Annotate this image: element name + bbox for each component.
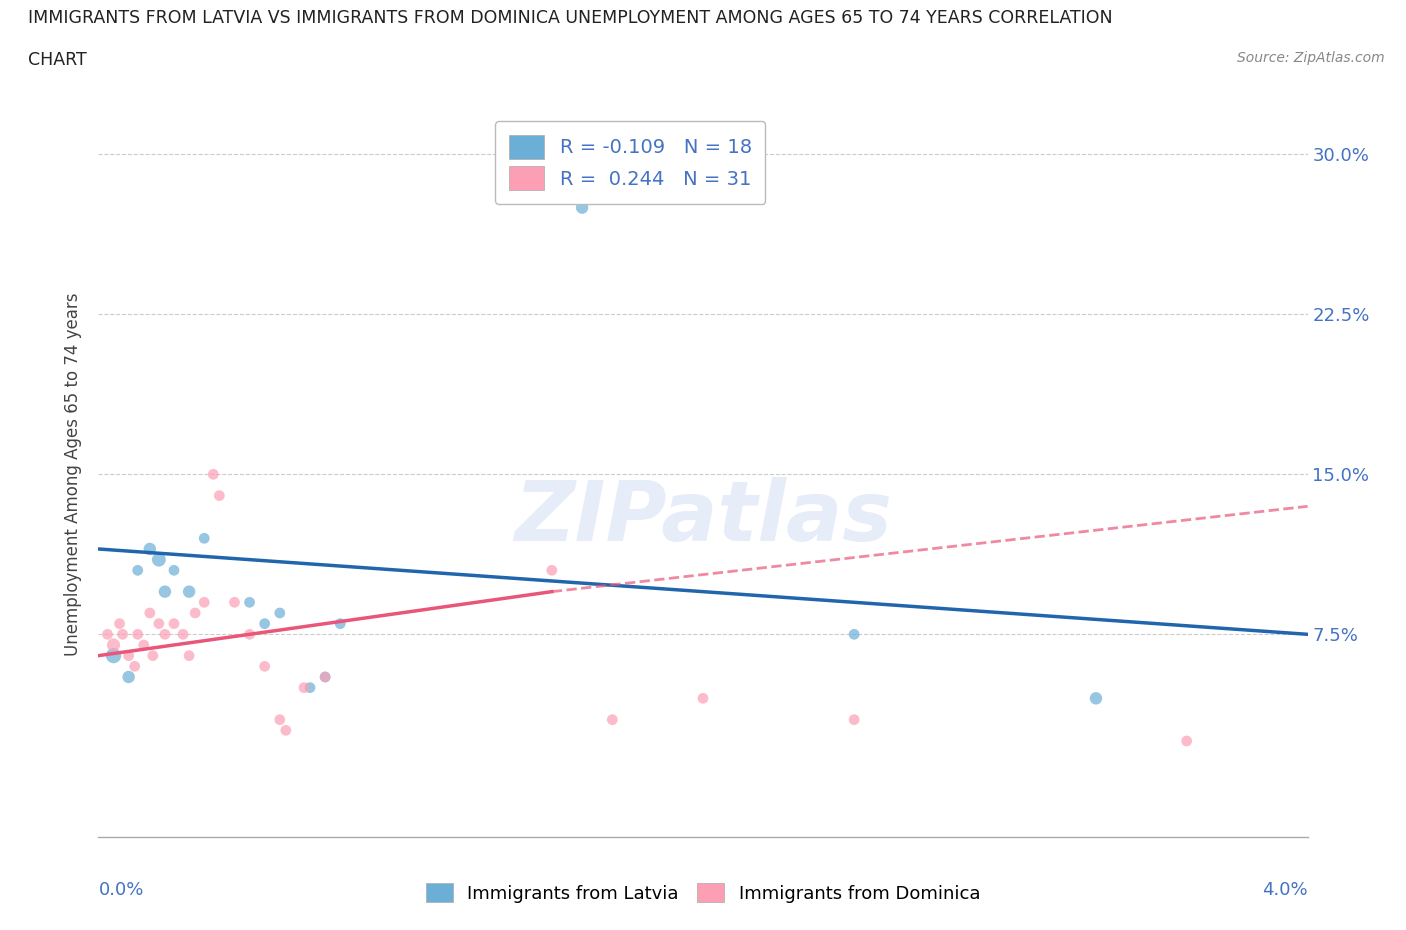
Point — [844, 712, 866, 727]
Point — [179, 584, 201, 599]
Point — [108, 617, 131, 631]
Text: 0.0%: 0.0% — [98, 881, 143, 898]
Point — [299, 680, 322, 695]
Point — [103, 648, 125, 663]
Point — [142, 648, 165, 663]
Point — [103, 638, 125, 653]
Point — [193, 595, 215, 610]
Point — [111, 627, 134, 642]
Point — [329, 617, 352, 631]
Point — [224, 595, 246, 610]
Point — [202, 467, 225, 482]
Point — [163, 617, 186, 631]
Point — [139, 541, 162, 556]
Text: ZIPatlas: ZIPatlas — [515, 477, 891, 558]
Y-axis label: Unemployment Among Ages 65 to 74 years: Unemployment Among Ages 65 to 74 years — [65, 293, 83, 656]
Point — [148, 552, 170, 567]
Point — [153, 627, 176, 642]
Point — [172, 627, 194, 642]
Point — [193, 531, 215, 546]
Point — [153, 584, 176, 599]
Point — [602, 712, 624, 727]
Point — [96, 627, 118, 642]
Point — [148, 617, 170, 631]
Point — [253, 617, 276, 631]
Point — [269, 712, 291, 727]
Point — [179, 648, 201, 663]
Legend: Immigrants from Latvia, Immigrants from Dominica: Immigrants from Latvia, Immigrants from … — [418, 874, 988, 911]
Text: IMMIGRANTS FROM LATVIA VS IMMIGRANTS FROM DOMINICA UNEMPLOYMENT AMONG AGES 65 TO: IMMIGRANTS FROM LATVIA VS IMMIGRANTS FRO… — [28, 9, 1112, 27]
Point — [124, 658, 146, 673]
Point — [844, 627, 866, 642]
Point — [269, 605, 291, 620]
Point — [314, 670, 336, 684]
Point — [571, 200, 593, 215]
Point — [127, 627, 149, 642]
Point — [132, 638, 155, 653]
Point — [163, 563, 186, 578]
Point — [239, 627, 262, 642]
Point — [1085, 691, 1108, 706]
Point — [253, 658, 276, 673]
Point — [118, 670, 141, 684]
Point — [118, 648, 141, 663]
Point — [239, 595, 262, 610]
Point — [127, 563, 149, 578]
Point — [274, 723, 297, 737]
Text: Source: ZipAtlas.com: Source: ZipAtlas.com — [1237, 51, 1385, 65]
Point — [139, 605, 162, 620]
Point — [692, 691, 714, 706]
Legend: R = -0.109   N = 18, R =  0.244   N = 31: R = -0.109 N = 18, R = 0.244 N = 31 — [495, 121, 765, 204]
Point — [292, 680, 315, 695]
Text: 4.0%: 4.0% — [1263, 881, 1308, 898]
Point — [1175, 734, 1198, 749]
Point — [540, 563, 562, 578]
Text: CHART: CHART — [28, 51, 87, 69]
Point — [208, 488, 231, 503]
Point — [314, 670, 336, 684]
Point — [184, 605, 207, 620]
